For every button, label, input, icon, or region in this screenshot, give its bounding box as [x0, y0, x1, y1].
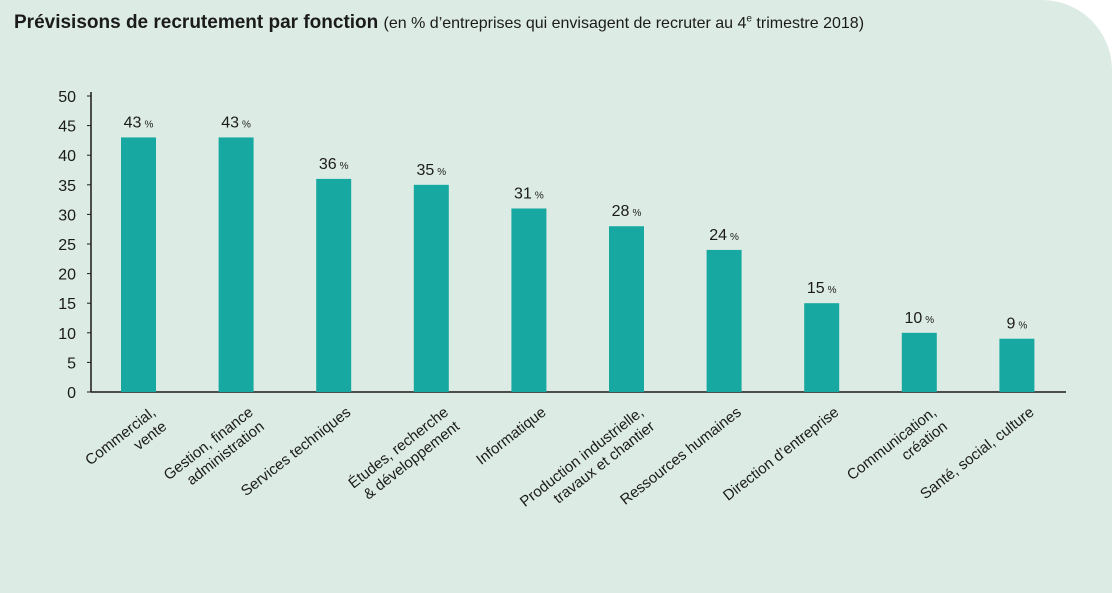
chart-subtitle: (en % d’entreprises qui envisagent de re… [383, 13, 865, 32]
y-tick-label: 10 [58, 326, 76, 343]
bar [804, 303, 840, 392]
y-tick-label: 50 [58, 89, 76, 106]
data-label: 36% [319, 156, 349, 173]
x-tick-label: Commercial,vente [82, 404, 170, 483]
y-tick-label: 25 [58, 237, 76, 254]
bar [413, 184, 449, 392]
x-tick-label: Études, recherche& développement [345, 403, 463, 506]
bar [609, 226, 644, 392]
data-label: 9% [1006, 316, 1027, 333]
data-label: 15% [807, 280, 837, 297]
data-label: 43% [221, 114, 251, 131]
y-tick-label: 35 [58, 178, 76, 195]
y-tick-label: 5 [67, 355, 76, 372]
data-label: 43% [124, 114, 154, 131]
data-label: 31% [514, 185, 544, 202]
x-tick-label: Informatique [473, 404, 549, 469]
bar [218, 137, 254, 392]
bar [511, 208, 547, 392]
y-tick-label: 15 [58, 296, 76, 313]
data-label: 28% [612, 203, 642, 220]
bar [706, 249, 742, 392]
data-label: 24% [709, 227, 739, 244]
y-tick-label: 40 [58, 148, 76, 165]
bar [999, 338, 1035, 392]
y-tick-label: 20 [58, 267, 76, 284]
bar [316, 178, 352, 392]
chart-title-line: Prévisisons de recrutement par fonction … [14, 12, 864, 34]
data-label: 35% [416, 162, 446, 179]
bar [121, 137, 156, 392]
data-label: 10% [904, 310, 934, 327]
y-tick-label: 30 [58, 207, 76, 224]
y-tick-label: 0 [67, 385, 76, 402]
bar [901, 332, 937, 392]
y-tick-label: 45 [58, 119, 76, 136]
chart-title: Prévisisons de recrutement par fonction [14, 12, 379, 33]
